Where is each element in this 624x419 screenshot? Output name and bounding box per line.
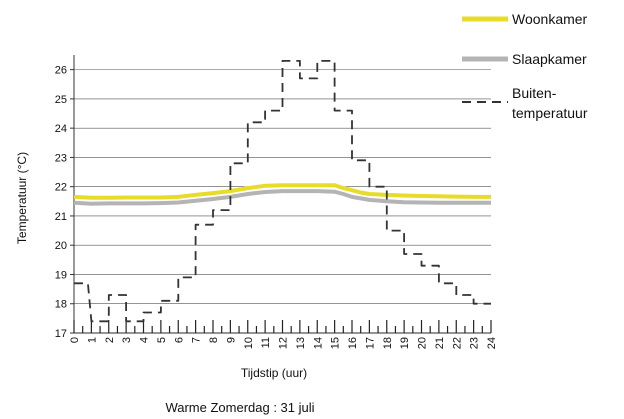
legend: Woonkamer Slaapkamer Buiten- temperatuur — [462, 11, 588, 121]
x-tick-label-22: 22 — [451, 337, 463, 349]
y-tick-label-22: 22 — [55, 182, 67, 194]
x-tick-label-12: 12 — [278, 337, 290, 349]
y-tick-label-19: 19 — [55, 269, 67, 281]
x-tick-label-20: 20 — [417, 337, 429, 349]
x-tick-label-17: 17 — [364, 337, 376, 349]
series-line-slaapkamer — [73, 189, 491, 206]
x-tick-label-1: 1 — [86, 337, 98, 343]
legend-label-woonkamer: Woonkamer — [512, 11, 588, 27]
y-tick-label-21: 21 — [55, 211, 67, 223]
x-tick-label-2: 2 — [104, 337, 116, 343]
y-tick-label-20: 20 — [55, 240, 67, 252]
x-tick-label-8: 8 — [208, 337, 220, 343]
x-tick-label-23: 23 — [469, 337, 481, 349]
x-axis-title: Tijdstip (uur) — [241, 366, 307, 380]
x-tick-label-10: 10 — [243, 337, 255, 349]
x-tick-label-6: 6 — [173, 337, 185, 343]
x-tick-label-5: 5 — [156, 337, 168, 343]
axis-layer — [70, 55, 492, 334]
legend-label-buiten-line2: temperatuur — [512, 105, 588, 121]
y-axis-title: Temperatuur (°C) — [15, 152, 29, 244]
y-tick-label-23: 23 — [55, 152, 67, 164]
x-tick-label-7: 7 — [191, 337, 203, 343]
x-tick-label-14: 14 — [312, 337, 324, 349]
legend-label-buiten-line1: Buiten- — [512, 85, 557, 101]
y-tick-label-24: 24 — [55, 123, 67, 135]
y-tick-label-25: 25 — [55, 94, 67, 106]
legend-label-slaapkamer: Slaapkamer — [512, 51, 587, 67]
x-tick-label-19: 19 — [399, 337, 411, 349]
y-tick-label-18: 18 — [55, 299, 67, 311]
series-line-buitentemperatuur — [74, 60, 491, 323]
series-layer — [73, 60, 491, 323]
x-tick-label-0: 0 — [69, 337, 81, 343]
x-tick-label-3: 3 — [121, 337, 133, 343]
series-line-woonkamer — [73, 183, 491, 200]
x-tick-label-13: 13 — [295, 337, 307, 349]
x-tick-label-4: 4 — [139, 337, 151, 343]
x-tick-label-24: 24 — [486, 337, 498, 349]
x-tick-label-18: 18 — [382, 337, 394, 349]
y-tick-label-17: 17 — [55, 328, 67, 340]
x-tick-label-11: 11 — [260, 337, 272, 348]
x-tick-label-15: 15 — [330, 337, 342, 349]
x-tick-label-16: 16 — [347, 337, 359, 349]
x-tick-label-21: 21 — [434, 337, 446, 349]
x-tick-label-9: 9 — [225, 337, 237, 343]
chart-caption: Warme Zomerdag : 31 juli — [165, 400, 314, 415]
y-tick-label-26: 26 — [55, 65, 67, 77]
